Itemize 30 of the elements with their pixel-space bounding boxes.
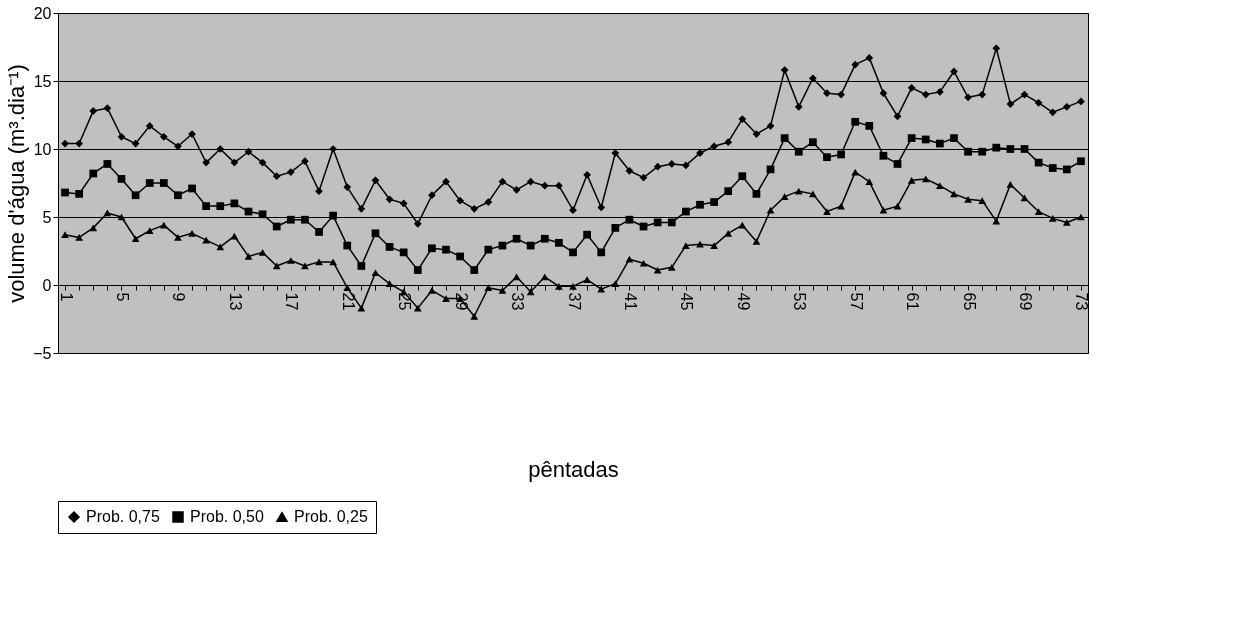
x-tick-label: 17 [283, 292, 301, 311]
x-tick-label: 33 [509, 292, 527, 311]
legend-label: Prob. 0,75 [86, 508, 160, 525]
legend-label: Prob. 0,50 [190, 508, 264, 525]
y-tick-label: 20 [33, 4, 52, 22]
x-tick-label: 69 [1017, 292, 1035, 311]
x-tick-label: 1 [57, 292, 75, 302]
y-tick-label: 10 [33, 140, 52, 158]
x-tick-label: 41 [621, 292, 639, 311]
x-tick-label: 65 [960, 292, 978, 311]
y-tick-label: 15 [33, 72, 52, 90]
x-tick-label: 5 [113, 292, 131, 302]
x-tick-label: 73 [1073, 292, 1091, 311]
x-tick-label: 21 [339, 292, 357, 311]
x-axis-title: pêntadas [528, 457, 619, 483]
x-tick-label: 57 [847, 292, 865, 311]
y-tick-label: 5 [42, 208, 52, 226]
x-tick-label: 37 [565, 292, 583, 311]
y-tick-label: −5 [33, 344, 52, 362]
x-tick-label: 9 [170, 292, 188, 302]
x-tick-label: 49 [734, 292, 752, 311]
y-tick-label: 0 [42, 276, 52, 294]
x-tick-label: 25 [396, 292, 414, 311]
x-tick-label: 53 [791, 292, 809, 311]
x-tick-label: 61 [904, 292, 922, 311]
x-tick-label: 13 [226, 292, 244, 311]
x-tick-label: 45 [678, 292, 696, 311]
y-axis-title: volume d'água (m³.dia⁻¹) [4, 64, 30, 303]
x-tick-label: 29 [452, 292, 470, 311]
legend-label: Prob. 0,25 [294, 508, 368, 525]
